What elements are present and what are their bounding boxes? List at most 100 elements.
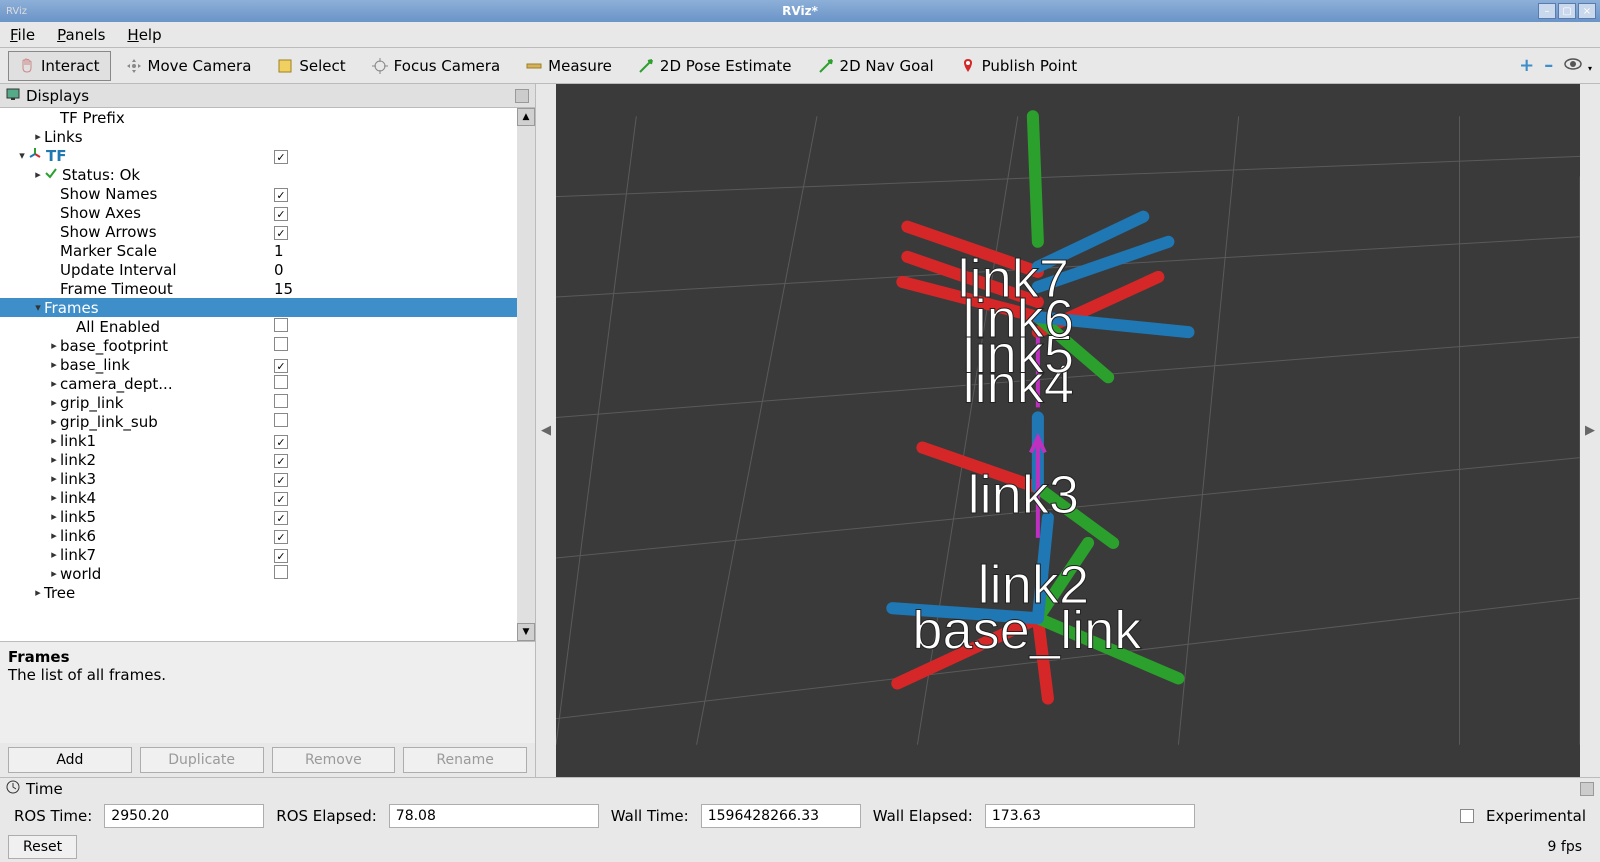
tree-row-grip_link[interactable]: ▸grip_link xyxy=(0,393,517,412)
tree-row-links[interactable]: ▸Links xyxy=(0,127,517,146)
checkbox-all_enabled[interactable] xyxy=(274,318,288,332)
tree-row-grip_link_sub[interactable]: ▸grip_link_sub xyxy=(0,412,517,431)
tree-row-tf[interactable]: ▾TF✓ xyxy=(0,146,517,165)
checkbox-link7[interactable]: ✓ xyxy=(274,549,288,563)
expander-icon[interactable]: ▸ xyxy=(48,491,60,504)
checkbox-world[interactable] xyxy=(274,565,288,579)
pose-estimate-button[interactable]: 2D Pose Estimate xyxy=(627,51,803,81)
measure-button[interactable]: Measure xyxy=(515,51,623,81)
close-button[interactable]: × xyxy=(1578,3,1596,19)
ros-time-input[interactable] xyxy=(104,804,264,828)
tree-row-show_axes[interactable]: Show Axes✓ xyxy=(0,203,517,222)
expander-icon[interactable]: ▸ xyxy=(48,510,60,523)
checkbox-link6[interactable]: ✓ xyxy=(274,530,288,544)
expander-icon[interactable]: ▸ xyxy=(48,396,60,409)
expander-icon[interactable]: ▸ xyxy=(48,434,60,447)
tree-row-status_ok[interactable]: ▸Status: Ok xyxy=(0,165,517,184)
tree-row-frame_timeout[interactable]: Frame Timeout15 xyxy=(0,279,517,298)
menu-panels[interactable]: Panels xyxy=(57,26,105,44)
tree-row-all_enabled[interactable]: All Enabled xyxy=(0,317,517,336)
checkbox-camera_dept[interactable] xyxy=(274,375,288,389)
tree-row-link2[interactable]: ▸link2✓ xyxy=(0,450,517,469)
plus-icon[interactable]: + xyxy=(1519,55,1534,76)
expander-icon[interactable]: ▸ xyxy=(48,377,60,390)
checkbox-link5[interactable]: ✓ xyxy=(274,511,288,525)
window-titlebar: RViz RViz* – ▢ × xyxy=(0,0,1600,22)
tree-row-link5[interactable]: ▸link5✓ xyxy=(0,507,517,526)
checkbox-link2[interactable]: ✓ xyxy=(274,454,288,468)
expander-icon[interactable]: ▸ xyxy=(48,358,60,371)
checkbox-tf[interactable]: ✓ xyxy=(274,150,288,164)
wall-time-input[interactable] xyxy=(701,804,861,828)
expander-icon[interactable]: ▸ xyxy=(48,529,60,542)
tree-row-link3[interactable]: ▸link3✓ xyxy=(0,469,517,488)
focus-camera-button[interactable]: Focus Camera xyxy=(361,51,511,81)
splitter-right[interactable]: ▶ xyxy=(1580,84,1600,777)
toolbar: Interact Move Camera Select Focus Camera… xyxy=(0,48,1600,84)
checkbox-link1[interactable]: ✓ xyxy=(274,435,288,449)
checkbox-show_names[interactable]: ✓ xyxy=(274,188,288,202)
experimental-label: Experimental xyxy=(1486,807,1586,825)
expander-icon[interactable]: ▾ xyxy=(16,149,28,162)
checkbox-grip_link_sub[interactable] xyxy=(274,413,288,427)
splitter-left[interactable]: ◀ xyxy=(536,84,556,777)
expander-icon[interactable]: ▸ xyxy=(48,567,60,580)
wall-elapsed-input[interactable] xyxy=(985,804,1195,828)
expander-icon[interactable]: ▸ xyxy=(48,472,60,485)
duplicate-button[interactable]: Duplicate xyxy=(140,747,264,773)
tree-row-base_link[interactable]: ▸base_link✓ xyxy=(0,355,517,374)
scroll-up-button[interactable]: ▲ xyxy=(517,108,535,126)
expander-icon[interactable]: ▸ xyxy=(48,415,60,428)
nav-goal-button[interactable]: 2D Nav Goal xyxy=(807,51,945,81)
tree-row-base_footprint[interactable]: ▸base_footprint xyxy=(0,336,517,355)
tree-row-link7[interactable]: ▸link7✓ xyxy=(0,545,517,564)
expander-icon[interactable]: ▸ xyxy=(48,548,60,561)
menu-file[interactable]: File xyxy=(10,26,35,44)
experimental-checkbox[interactable] xyxy=(1460,809,1474,823)
remove-button[interactable]: Remove xyxy=(272,747,396,773)
checkbox-show_axes[interactable]: ✓ xyxy=(274,207,288,221)
publish-point-button[interactable]: Publish Point xyxy=(949,51,1088,81)
expander-icon[interactable]: ▸ xyxy=(32,130,44,143)
expander-icon[interactable]: ▸ xyxy=(32,168,44,181)
select-button[interactable]: Select xyxy=(266,51,356,81)
checkbox-base_link[interactable]: ✓ xyxy=(274,359,288,373)
interact-button[interactable]: Interact xyxy=(8,51,111,81)
menu-help[interactable]: Help xyxy=(127,26,161,44)
tree-row-link1[interactable]: ▸link1✓ xyxy=(0,431,517,450)
checkbox-grip_link[interactable] xyxy=(274,394,288,408)
checkbox-show_arrows[interactable]: ✓ xyxy=(274,226,288,240)
expander-icon[interactable]: ▾ xyxy=(32,301,44,314)
time-panel-grip[interactable] xyxy=(1580,782,1594,796)
scroll-down-button[interactable]: ▼ xyxy=(517,623,535,641)
add-button[interactable]: Add xyxy=(8,747,132,773)
checkbox-link4[interactable]: ✓ xyxy=(274,492,288,506)
displays-tree[interactable]: TF Prefix▸Links▾TF✓▸Status: OkShow Names… xyxy=(0,108,517,641)
tree-row-world[interactable]: ▸world xyxy=(0,564,517,583)
rename-button[interactable]: Rename xyxy=(403,747,527,773)
checkbox-link3[interactable]: ✓ xyxy=(274,473,288,487)
eye-icon[interactable]: ▾ xyxy=(1563,57,1592,75)
ros-elapsed-input[interactable] xyxy=(389,804,599,828)
tree-row-link4[interactable]: ▸link4✓ xyxy=(0,488,517,507)
tree-row-show_names[interactable]: Show Names✓ xyxy=(0,184,517,203)
expander-icon[interactable]: ▸ xyxy=(48,453,60,466)
maximize-button[interactable]: ▢ xyxy=(1558,3,1576,19)
tree-row-tree[interactable]: ▸Tree xyxy=(0,583,517,602)
checkbox-base_footprint[interactable] xyxy=(274,337,288,351)
panel-grip[interactable] xyxy=(515,89,529,103)
tree-row-link6[interactable]: ▸link6✓ xyxy=(0,526,517,545)
tree-row-update_interval[interactable]: Update Interval0 xyxy=(0,260,517,279)
minimize-button[interactable]: – xyxy=(1538,3,1556,19)
3d-viewport[interactable]: base_linklink2link3link4link5link6link7 xyxy=(556,84,1580,777)
tree-row-camera_dept[interactable]: ▸camera_dept... xyxy=(0,374,517,393)
tree-row-tf_prefix[interactable]: TF Prefix xyxy=(0,108,517,127)
minus-icon[interactable]: – xyxy=(1544,55,1553,76)
reset-button[interactable]: Reset xyxy=(8,835,77,859)
tree-row-frames[interactable]: ▾Frames xyxy=(0,298,517,317)
tree-row-marker_scale[interactable]: Marker Scale1 xyxy=(0,241,517,260)
move-camera-button[interactable]: Move Camera xyxy=(115,51,263,81)
tree-row-show_arrows[interactable]: Show Arrows✓ xyxy=(0,222,517,241)
expander-icon[interactable]: ▸ xyxy=(48,339,60,352)
expander-icon[interactable]: ▸ xyxy=(32,586,44,599)
